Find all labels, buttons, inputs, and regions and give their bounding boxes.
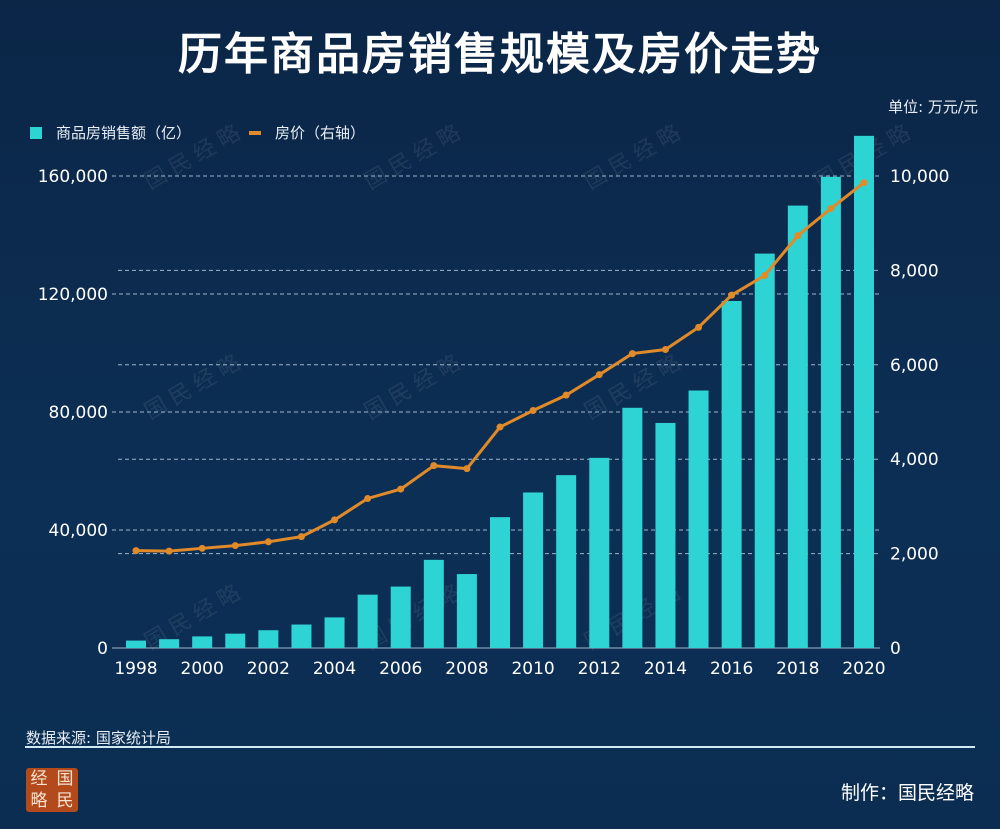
right-tick-label: 10,000 [890, 167, 949, 187]
x-tick-label: 2018 [776, 659, 819, 679]
legend-line-swatch [249, 130, 262, 135]
left-tick-label: 80,000 [49, 403, 108, 423]
x-tick-label: 2006 [379, 659, 422, 679]
price-point [529, 406, 537, 414]
x-tick-label: 2012 [578, 659, 621, 679]
bar [357, 594, 378, 648]
price-point [827, 205, 835, 213]
legend-line-label: 房价（右轴） [275, 124, 366, 142]
bar [490, 517, 510, 648]
right-tick-label: 4,000 [890, 450, 939, 470]
price-point [430, 462, 438, 470]
price-point [728, 291, 736, 299]
bar [258, 630, 279, 648]
x-tick-label: 1998 [114, 659, 157, 679]
price-point [595, 371, 603, 379]
watermark: 国民经略 [361, 118, 471, 196]
price-point [364, 494, 372, 502]
bar [456, 574, 477, 648]
bar [820, 176, 841, 648]
bar [225, 633, 246, 648]
price-point [231, 542, 239, 550]
bar [622, 407, 643, 648]
credit: 制作：国民经略 [840, 782, 974, 804]
bar [688, 390, 709, 648]
bar [721, 301, 742, 648]
logo-char: 略 [30, 791, 48, 811]
watermark: 国民经略 [581, 118, 691, 196]
right-tick-label: 0 [890, 639, 901, 659]
price-point [397, 485, 405, 493]
bar [390, 586, 411, 648]
x-tick-label: 2008 [445, 659, 488, 679]
bar [126, 640, 146, 648]
x-tick-label: 2020 [842, 659, 885, 679]
chart-title: 历年商品房销售规模及房价走势 [178, 29, 822, 80]
price-point [794, 232, 802, 240]
price-point [132, 547, 140, 555]
price-point [331, 516, 339, 524]
bar [423, 559, 444, 648]
right-tick-label: 6,000 [890, 356, 939, 376]
price-point [661, 346, 669, 354]
price-point [297, 533, 305, 541]
legend-bar-label: 商品房销售额（亿） [56, 124, 192, 142]
logo-char: 民 [56, 791, 74, 811]
source-note: 数据来源: 国家统计局 [26, 729, 171, 747]
bar [754, 253, 775, 649]
left-tick-label: 40,000 [49, 521, 108, 541]
bar [556, 475, 577, 648]
bar [523, 492, 544, 648]
watermark: 国民经略 [141, 348, 251, 426]
logo-char: 经 [30, 769, 48, 789]
divider [25, 746, 975, 748]
price-point [496, 423, 504, 431]
watermark: 国民经略 [361, 348, 471, 426]
bar [159, 639, 180, 648]
legend: 商品房销售额（亿） 房价（右轴） [30, 122, 365, 143]
price-point [695, 323, 703, 331]
right-tick-label: 8,000 [890, 261, 939, 281]
bar [787, 205, 808, 648]
left-tick-label: 160,000 [38, 167, 108, 187]
legend-bar-swatch [30, 126, 42, 139]
bar [192, 636, 213, 648]
price-point [463, 465, 471, 473]
logo-char: 国 [56, 769, 74, 789]
x-tick-label: 2014 [644, 659, 687, 679]
logo: 经 国 略 民 [26, 768, 78, 812]
bar [324, 617, 345, 648]
price-point [562, 391, 570, 399]
bar [291, 624, 312, 648]
bar [589, 457, 610, 648]
price-point [198, 544, 206, 552]
watermark: 国民经略 [141, 118, 251, 196]
unit-label: 单位: 万元/元 [888, 98, 978, 116]
price-point [860, 179, 868, 187]
price-point [761, 271, 769, 279]
x-tick-label: 2004 [313, 659, 356, 679]
left-tick-label: 0 [97, 639, 108, 659]
x-tick-label: 2000 [181, 659, 224, 679]
x-tick-label: 2002 [247, 659, 290, 679]
left-tick-label: 120,000 [38, 285, 108, 305]
x-tick-label: 2016 [710, 659, 753, 679]
bar [854, 135, 874, 648]
right-tick-label: 2,000 [890, 545, 939, 565]
price-point [165, 547, 173, 555]
bar [655, 422, 676, 648]
price-point [264, 538, 272, 546]
x-tick-label: 2010 [511, 659, 554, 679]
price-point [628, 350, 636, 358]
